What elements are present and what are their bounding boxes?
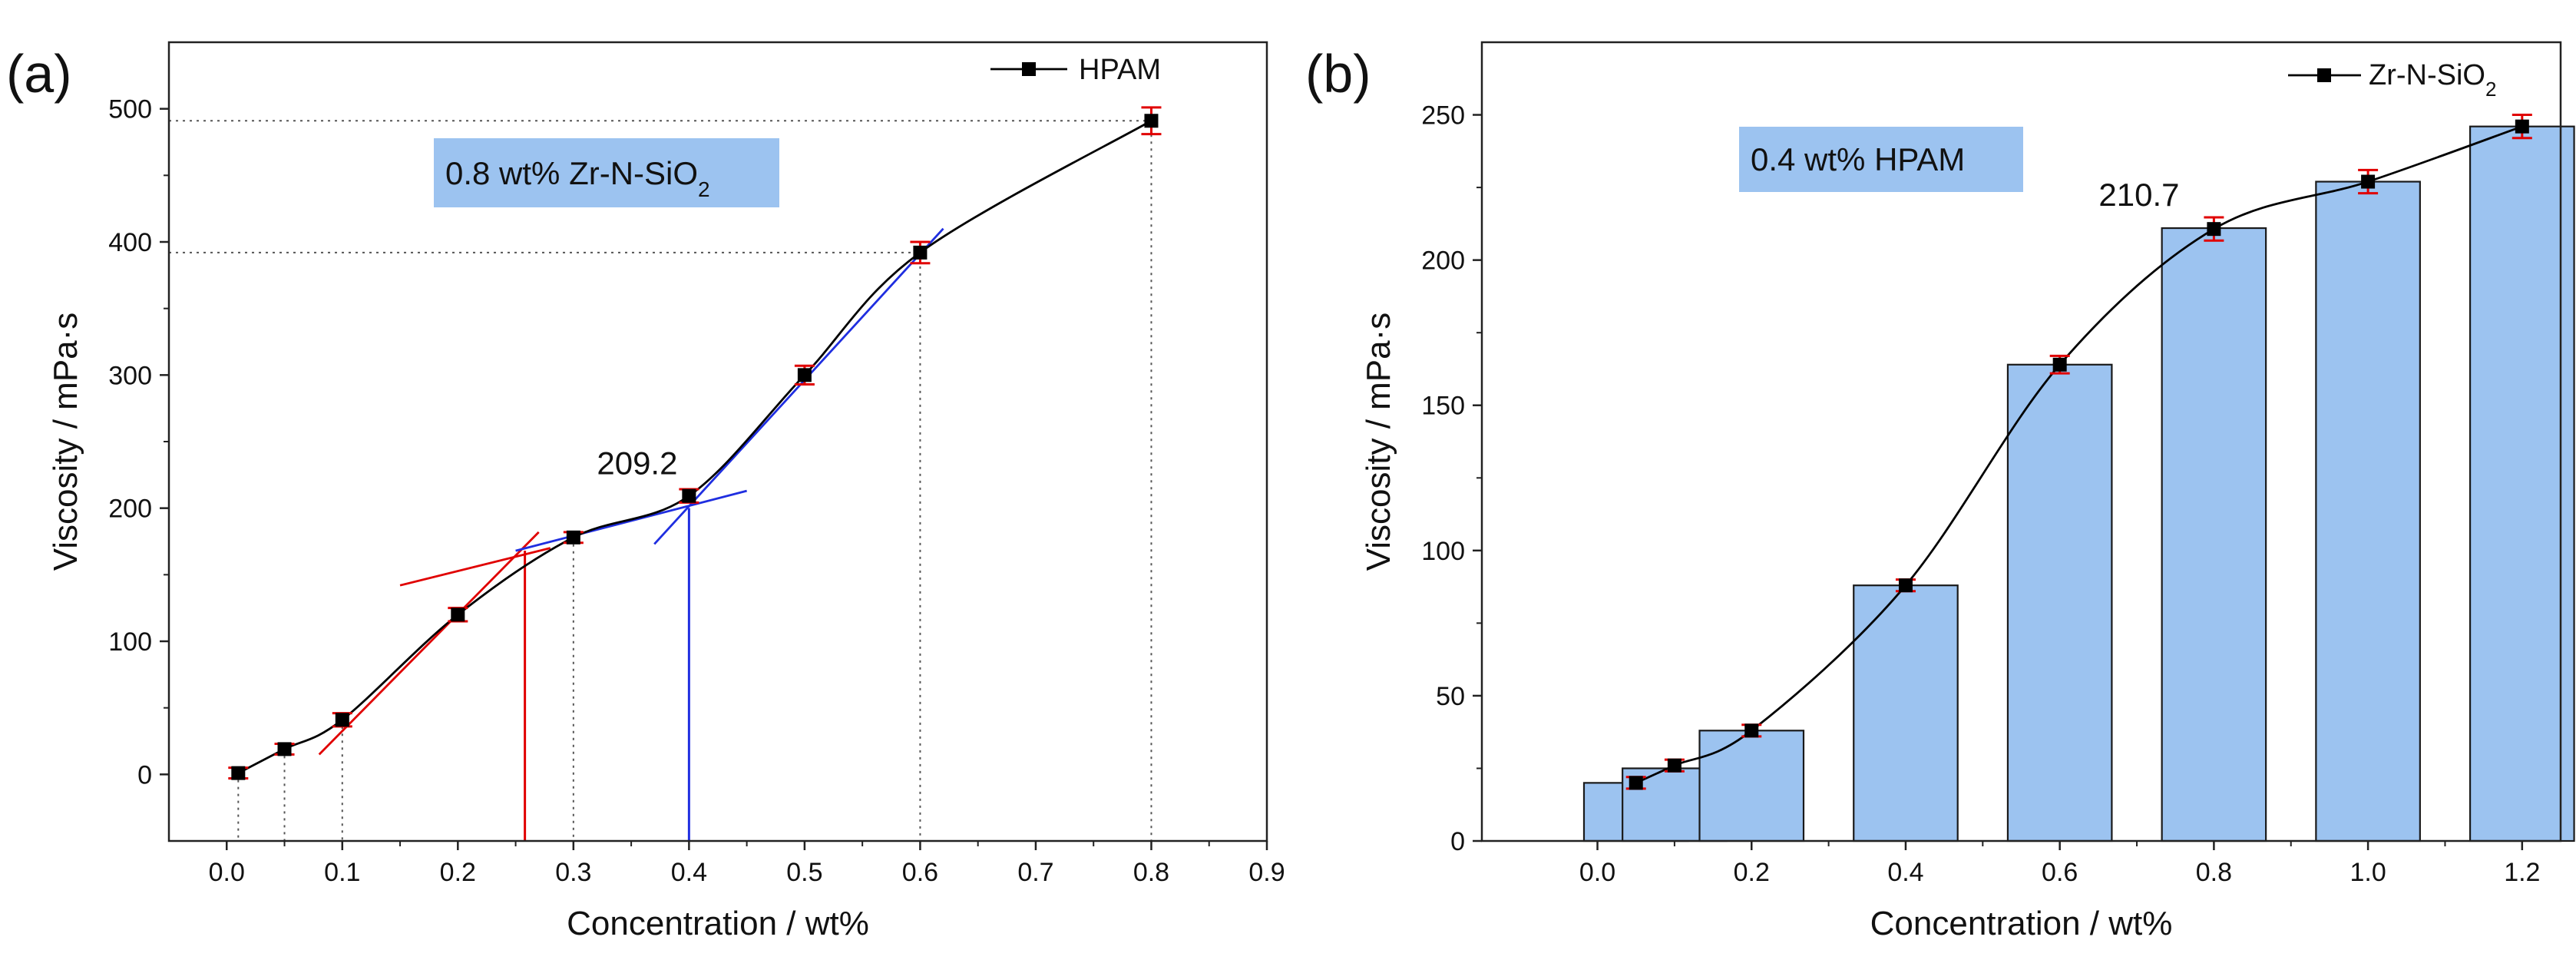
data-point (2361, 174, 2376, 189)
data-point (1744, 723, 1759, 738)
y-axis-title: Viscosity / mPa·s (47, 313, 84, 571)
y-tick-label: 100 (108, 627, 152, 657)
data-point (335, 713, 349, 727)
x-tick-label: 1.0 (2349, 858, 2386, 887)
bar (2469, 125, 2575, 842)
data-point (451, 607, 465, 622)
y-tick-label: 200 (1421, 247, 1465, 276)
y-tick-label: 0 (137, 760, 152, 790)
x-tick-label: 0.0 (209, 858, 245, 887)
y-tick-label: 400 (108, 228, 152, 257)
x-tick-label: 0.3 (555, 858, 591, 887)
tangent-line-blue (515, 489, 747, 552)
y-tick-label: 200 (108, 495, 152, 524)
tangent-line-red (399, 547, 551, 587)
x-tick-label: 0.7 (1017, 858, 1053, 887)
data-point (913, 245, 928, 260)
series-line (1635, 125, 2523, 784)
panel-label: (a) (6, 44, 72, 104)
x-tick-label: 0.5 (786, 858, 822, 887)
x-tick-label: 0.0 (1579, 858, 1615, 887)
x-tick-label: 0.9 (1248, 858, 1285, 887)
x-tick-label: 0.2 (1734, 858, 1770, 887)
x-tick-label: 0.8 (1133, 858, 1169, 887)
bar (2161, 227, 2267, 842)
bar (2315, 180, 2421, 842)
x-axis-title: Concentration / wt% (1870, 905, 2173, 942)
x-tick-label: 0.1 (324, 858, 360, 887)
note-box (434, 138, 779, 207)
legend-label: Zr-N-SiO2 (2369, 59, 2496, 101)
data-point (277, 742, 292, 756)
note-text-subscript: 2 (698, 177, 710, 201)
panel-label: (b) (1305, 44, 1371, 104)
x-tick-label: 0.8 (2196, 858, 2232, 887)
note-text-main: 0.8 wt% Zr-N-SiO (445, 155, 698, 191)
tangent-line-red (318, 531, 540, 756)
legend-label-subscript: 2 (2485, 78, 2496, 101)
plot-frame (1480, 41, 2562, 842)
data-point (231, 766, 246, 780)
x-axis-title: Concentration / wt% (567, 905, 869, 942)
data-point (2052, 357, 2067, 372)
x-tick-label: 0.6 (2042, 858, 2078, 887)
value-annotation: 209.2 (597, 445, 677, 482)
y-tick-label: 250 (1421, 101, 1465, 131)
y-tick-label: 150 (1421, 392, 1465, 421)
y-tick-label: 50 (1436, 682, 1465, 711)
bar (1698, 730, 1805, 842)
legend-label-main: Zr-N-SiO (2369, 59, 2485, 91)
note-box (1739, 127, 2023, 192)
panel-b: 0.0 0.2 0.4 0.6 0.8 1.0 1.2 0 50 100 150 200 250 Conc… (1305, 41, 2575, 942)
legend-marker (2317, 68, 2331, 82)
y-tick-label: 300 (108, 361, 152, 390)
y-tick-label: 100 (1421, 537, 1465, 566)
bar (1853, 584, 1959, 842)
bar (2006, 363, 2113, 842)
legend-marker (1022, 62, 1036, 76)
x-tick-label: 1.2 (2504, 858, 2540, 887)
value-annotation: 210.7 (2098, 177, 2179, 213)
x-tick-label: 0.6 (902, 858, 938, 887)
note-text: 0.4 wt% HPAM (1751, 141, 1965, 177)
data-point (1898, 578, 1913, 593)
panel-a: 0.0 0.1 0.2 0.3 0.4 0.5 0.6 0.7 0.8 0.9 0 100 200 300… (6, 41, 1285, 942)
x-tick-label: 0.2 (440, 858, 476, 887)
data-point (2207, 222, 2221, 237)
tangent-line-blue (653, 227, 944, 545)
x-tick-label: 0.4 (671, 858, 707, 887)
series-line (237, 120, 1152, 774)
data-point (566, 530, 580, 545)
x-tick-label: 0.4 (1887, 858, 1923, 887)
data-point (797, 368, 812, 382)
note-text: 0.8 wt% Zr-N-SiO2 (445, 155, 710, 201)
legend-label: HPAM (1079, 54, 1161, 86)
data-point (1629, 776, 1643, 790)
data-point (682, 488, 696, 503)
data-point (1667, 758, 1682, 773)
y-tick-label: 0 (1450, 827, 1465, 856)
data-point (2515, 119, 2529, 134)
y-tick-label: 500 (108, 95, 152, 124)
y-axis-title: Viscosity / mPa·s (1360, 313, 1397, 571)
data-point (1144, 114, 1159, 128)
